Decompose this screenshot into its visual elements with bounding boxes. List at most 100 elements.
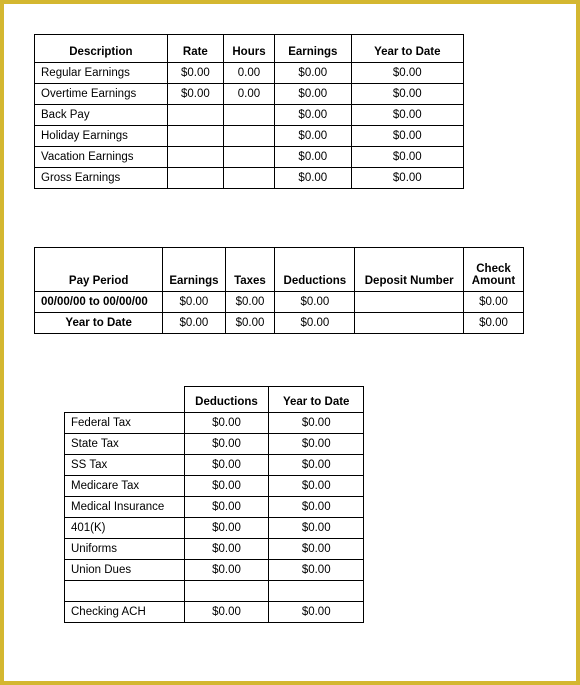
cell-deductions: $0.00	[275, 313, 355, 334]
cell-ded: $0.00	[184, 497, 269, 518]
table-row: Holiday Earnings $0.00$0.00	[35, 126, 464, 147]
table-row: Federal Tax$0.00$0.00	[65, 413, 364, 434]
cell-desc: Vacation Earnings	[35, 147, 168, 168]
table-row: Overtime Earnings$0.000.00$0.00$0.00	[35, 84, 464, 105]
cell-ded: $0.00	[184, 602, 269, 623]
paystub-page: Description Rate Hours Earnings Year to …	[0, 0, 580, 685]
deductions-header-row: Deductions Year to Date	[65, 387, 364, 413]
cell-ded: $0.00	[184, 413, 269, 434]
cell-ytd: $0.00	[351, 63, 463, 84]
cell-rate: $0.00	[167, 63, 223, 84]
cell-ytd: $0.00	[269, 497, 364, 518]
col-ytd: Year to Date	[351, 35, 463, 63]
col-taxes: Taxes	[225, 248, 275, 292]
col-pay-period: Pay Period	[35, 248, 163, 292]
table-row: Vacation Earnings $0.00$0.00	[35, 147, 464, 168]
table-row-footer: Checking ACH$0.00$0.00	[65, 602, 364, 623]
cell-hours	[223, 168, 274, 189]
cell-period: 00/00/00 to 00/00/00	[35, 292, 163, 313]
cell-period: Year to Date	[35, 313, 163, 334]
cell-ded: $0.00	[184, 476, 269, 497]
col-earnings: Earnings	[163, 248, 225, 292]
cell-ded: $0.00	[184, 455, 269, 476]
table-row: Uniforms$0.00$0.00	[65, 539, 364, 560]
cell-rate: $0.00	[167, 84, 223, 105]
cell-earnings: $0.00	[275, 126, 352, 147]
cell-earnings: $0.00	[275, 147, 352, 168]
cell-rate	[167, 105, 223, 126]
cell-ytd: $0.00	[269, 518, 364, 539]
cell-taxes: $0.00	[225, 292, 275, 313]
table-row: Medical Insurance$0.00$0.00	[65, 497, 364, 518]
cell-ytd: $0.00	[269, 476, 364, 497]
cell-desc: Overtime Earnings	[35, 84, 168, 105]
cell-ytd: $0.00	[351, 147, 463, 168]
cell-desc: Checking ACH	[65, 602, 185, 623]
cell-deposit	[355, 292, 464, 313]
col-description: Description	[35, 35, 168, 63]
cell-hours	[223, 147, 274, 168]
cell-ded: $0.00	[184, 518, 269, 539]
cell-deductions: $0.00	[275, 292, 355, 313]
cell-desc: Holiday Earnings	[35, 126, 168, 147]
col-deposit: Deposit Number	[355, 248, 464, 292]
cell-ytd: $0.00	[351, 84, 463, 105]
cell-earnings: $0.00	[275, 63, 352, 84]
col-ytd: Year to Date	[269, 387, 364, 413]
summary-table: Pay Period Earnings Taxes Deductions Dep…	[34, 247, 524, 334]
cell-ytd: $0.00	[269, 434, 364, 455]
cell-earnings: $0.00	[275, 168, 352, 189]
cell-desc: Back Pay	[35, 105, 168, 126]
cell-earnings: $0.00	[275, 84, 352, 105]
cell-ytd: $0.00	[269, 602, 364, 623]
cell-deposit	[355, 313, 464, 334]
col-rate: Rate	[167, 35, 223, 63]
cell-earnings: $0.00	[163, 313, 225, 334]
cell-hours	[223, 105, 274, 126]
table-row: Regular Earnings$0.000.00$0.00$0.00	[35, 63, 464, 84]
cell-ytd: $0.00	[351, 168, 463, 189]
cell-desc: 401(K)	[65, 518, 185, 539]
cell-hours: 0.00	[223, 63, 274, 84]
summary-header-row: Pay Period Earnings Taxes Deductions Dep…	[35, 248, 524, 292]
cell-hours: 0.00	[223, 84, 274, 105]
cell-ytd: $0.00	[351, 126, 463, 147]
cell-desc: Medicare Tax	[65, 476, 185, 497]
table-row: 401(K)$0.00$0.00	[65, 518, 364, 539]
table-row: Year to Date$0.00$0.00$0.00$0.00	[35, 313, 524, 334]
cell-desc: State Tax	[65, 434, 185, 455]
cell-check: $0.00	[464, 313, 524, 334]
table-row: Gross Earnings$0.00$0.00	[35, 168, 464, 189]
table-row-blank	[65, 581, 364, 602]
cell-desc: Uniforms	[65, 539, 185, 560]
table-row: Union Dues$0.00$0.00	[65, 560, 364, 581]
deductions-table: Deductions Year to Date Federal Tax$0.00…	[64, 386, 364, 623]
cell-ytd: $0.00	[269, 413, 364, 434]
cell-ytd: $0.00	[351, 105, 463, 126]
cell-desc: SS Tax	[65, 455, 185, 476]
table-row: Medicare Tax$0.00$0.00	[65, 476, 364, 497]
col-earnings: Earnings	[275, 35, 352, 63]
cell-hours	[223, 126, 274, 147]
cell-desc: Medical Insurance	[65, 497, 185, 518]
cell-rate	[167, 126, 223, 147]
col-blank	[65, 387, 185, 413]
cell-ded: $0.00	[184, 434, 269, 455]
table-row: State Tax$0.00$0.00	[65, 434, 364, 455]
cell-taxes: $0.00	[225, 313, 275, 334]
col-deductions: Deductions	[184, 387, 269, 413]
earnings-table: Description Rate Hours Earnings Year to …	[34, 34, 464, 189]
col-check: Check Amount	[464, 248, 524, 292]
col-hours: Hours	[223, 35, 274, 63]
col-deductions: Deductions	[275, 248, 355, 292]
cell-rate	[167, 168, 223, 189]
cell-ded: $0.00	[184, 539, 269, 560]
table-row: 00/00/00 to 00/00/00$0.00$0.00$0.00$0.00	[35, 292, 524, 313]
cell-ytd: $0.00	[269, 560, 364, 581]
cell-desc: Regular Earnings	[35, 63, 168, 84]
cell-rate	[167, 147, 223, 168]
earnings-header-row: Description Rate Hours Earnings Year to …	[35, 35, 464, 63]
cell-earnings: $0.00	[163, 292, 225, 313]
cell-check: $0.00	[464, 292, 524, 313]
cell-ytd: $0.00	[269, 539, 364, 560]
